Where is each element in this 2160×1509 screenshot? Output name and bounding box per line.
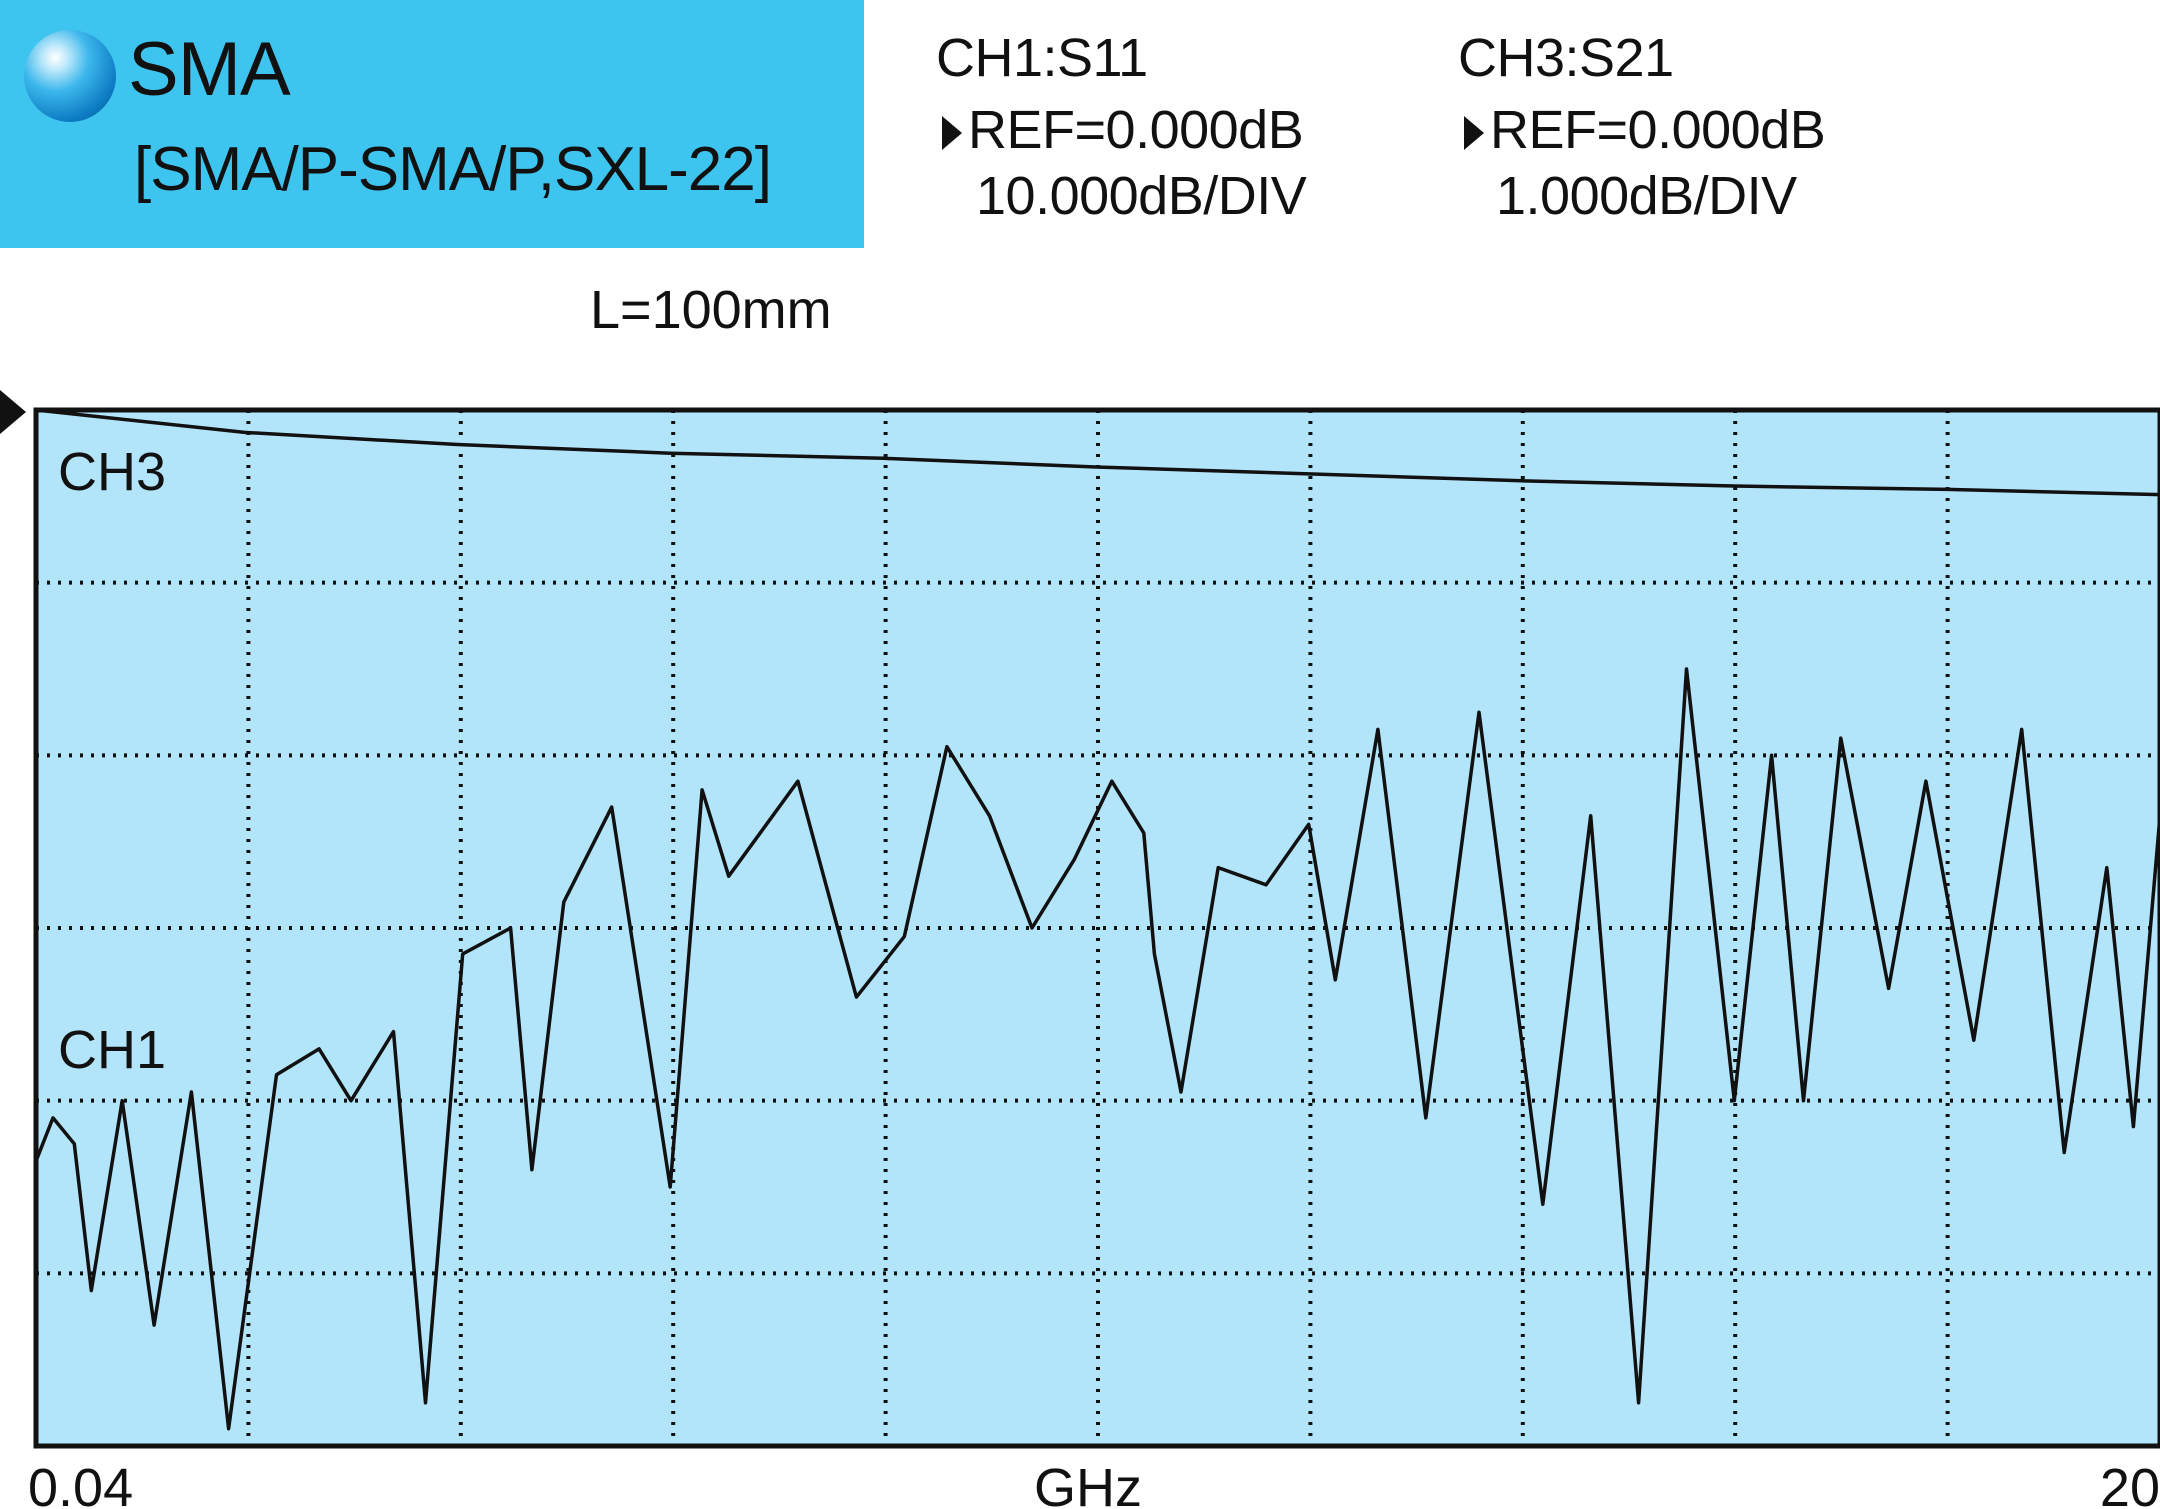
header-banner: SMA [SMA/P-SMA/P,SXL-22] — [0, 0, 864, 248]
trace-ch1 — [34, 667, 2160, 1431]
ch3-name: CH3:S21 — [1458, 28, 1674, 88]
trace-layer — [34, 408, 2160, 1431]
series-label-ch3: CH3 — [58, 442, 166, 502]
series-label-ch1: CH1 — [58, 1020, 166, 1080]
chart-title: SMA — [128, 27, 291, 112]
ch1-name: CH1:S11 — [936, 28, 1148, 88]
grid-lines — [36, 410, 2160, 1446]
ch3-ref: REF=0.000dB — [1464, 96, 1826, 164]
ch1-scale: 10.000dB/DIV — [976, 166, 1307, 226]
cable-length: L=100mm — [590, 280, 832, 340]
reference-marker-icon — [0, 390, 26, 434]
x-tick-start: 0.04 — [28, 1458, 133, 1509]
x-tick-end: 20 — [2100, 1458, 2160, 1509]
ch1-ref: REF=0.000dB — [942, 96, 1304, 164]
x-axis-label: GHz — [1034, 1458, 1142, 1509]
sphere-bullet-icon — [24, 30, 116, 122]
label-layer: CH3 CH1 0.04 20 GHz — [28, 442, 2160, 1509]
connector-spec: [SMA/P-SMA/P,SXL-22] — [134, 135, 772, 204]
trace-ch3 — [35, 408, 2160, 497]
plot-frame — [33, 407, 2160, 1449]
ch3-scale: 1.000dB/DIV — [1496, 166, 1797, 226]
